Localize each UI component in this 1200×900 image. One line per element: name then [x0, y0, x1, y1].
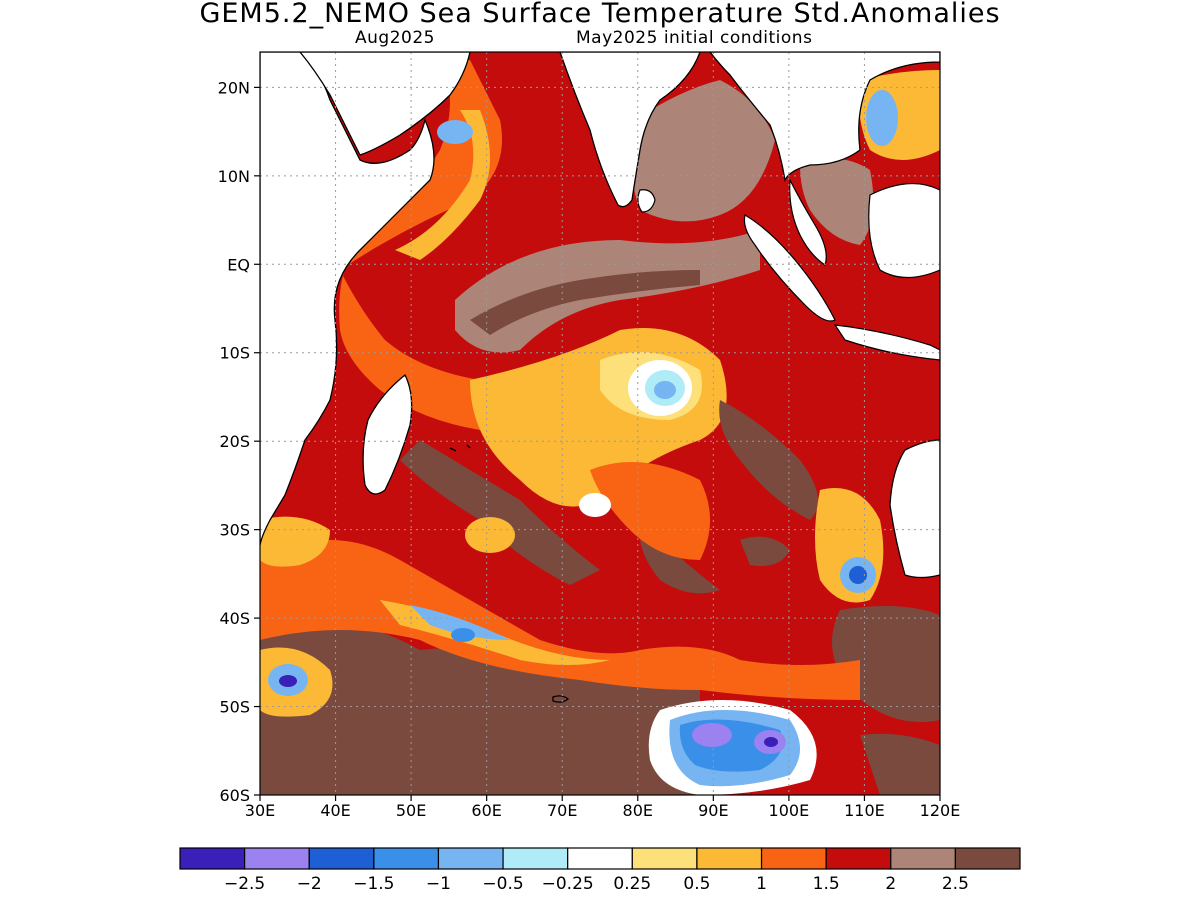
- java-land: [833, 324, 940, 361]
- forecast-month: Aug2025: [355, 28, 435, 48]
- field-blue-core: [451, 628, 475, 642]
- field-orange-patch: [590, 462, 710, 560]
- mauritius-island: [449, 447, 457, 452]
- field-sw-purple: [279, 675, 297, 687]
- gridlines: [260, 52, 940, 795]
- lon-tick-label: 50E: [396, 801, 426, 820]
- colorbar-swatch: [631, 847, 698, 870]
- lat-tick-label: 10S: [219, 344, 250, 363]
- colorbar-label: −0.25: [542, 874, 594, 894]
- lon-tick-label: 120E: [920, 801, 961, 820]
- field-scs-brown: [800, 158, 874, 245]
- lon-tick-label: 60E: [471, 801, 501, 820]
- colorbar-swatch: [502, 847, 569, 870]
- field-brown-streak2: [719, 400, 818, 520]
- field-blue-streak: [410, 605, 510, 640]
- colorbar-label: −1: [426, 874, 451, 894]
- field-se-brown2: [860, 733, 940, 795]
- land: [260, 52, 940, 703]
- lon-tick-label: 70E: [547, 801, 577, 820]
- lat-tick-label: 20N: [218, 78, 250, 97]
- plot-frame: [259, 51, 941, 796]
- colorbar-swatch: [890, 847, 956, 870]
- field-arabian-blue: [437, 120, 473, 144]
- field-brown-streak4: [740, 536, 790, 566]
- colorbar-swatch: [179, 847, 246, 870]
- malay-land: [789, 177, 827, 266]
- field-scs-blue: [866, 90, 898, 146]
- lat-tick-label: 30S: [219, 521, 250, 540]
- lat-tick-label: 10N: [218, 167, 250, 186]
- initial-conditions: May2025 initial conditions: [576, 28, 813, 48]
- lat-tick-label: 50S: [219, 698, 250, 717]
- colorbar-label: 1: [756, 874, 767, 894]
- field-brown-streak1: [400, 440, 600, 585]
- field-somali-yellow: [395, 110, 490, 260]
- field-wa-blue-core: [849, 566, 867, 584]
- lat-tick-label: 60S: [219, 786, 250, 805]
- lon-tick-label: 80E: [623, 801, 653, 820]
- lon-tick-label: 90E: [698, 801, 728, 820]
- lat-tick-label: EQ: [227, 255, 250, 274]
- sumatra-land: [743, 214, 836, 322]
- reunion-island: [466, 444, 471, 449]
- colorbar-swatch: [567, 847, 633, 870]
- lon-tick-label: 110E: [844, 801, 885, 820]
- madagascar-land: [362, 373, 413, 495]
- field-bengal-brown: [631, 80, 775, 222]
- colorbar-label: 0.5: [683, 874, 710, 894]
- kerguelen-island: [552, 695, 570, 703]
- lat-tick-label: 40S: [219, 609, 250, 628]
- srilanka-land: [637, 189, 656, 213]
- field-cold-violet1: [692, 723, 732, 747]
- borneo-land: [868, 182, 940, 279]
- field-yellow-spot: [465, 517, 515, 553]
- field-brown-streak3: [639, 520, 720, 594]
- africa-land: [260, 52, 435, 546]
- field-south-indian-brown: [380, 650, 650, 795]
- colorbar-label: 2: [885, 874, 896, 894]
- colorbar-swatch: [760, 847, 827, 870]
- field-white-spot1: [579, 493, 611, 517]
- india-land: [559, 52, 701, 208]
- colorbar-label: −2: [297, 874, 322, 894]
- arabia-land: [299, 52, 471, 156]
- latitude-axis: 20N 10N EQ 10S 20S 30S 40S 50S 60S: [218, 78, 260, 805]
- lon-tick-label: 40E: [320, 801, 350, 820]
- lon-tick-label: 100E: [769, 801, 810, 820]
- colorbar-swatch: [437, 847, 504, 870]
- colorbar: −2.5 −2 −1.5 −1 −0.5 −0.25 0.25 0.5 1 1.5 2 2.5: [179, 847, 1021, 894]
- field-sa-yellow: [260, 516, 330, 567]
- chart-title: GEM5.2_NEMO Sea Surface Temperature Std.…: [199, 0, 1001, 29]
- field-eq-tongue-dark: [470, 270, 700, 335]
- colorbar-label: 1.5: [813, 874, 840, 894]
- colorbar-swatch: [244, 847, 310, 870]
- lat-tick-label: 20S: [219, 432, 250, 451]
- colorbar-swatch: [825, 847, 892, 870]
- colorbar-swatch: [954, 847, 1021, 870]
- australia-land: [889, 439, 940, 579]
- lon-tick-label: 30E: [245, 801, 275, 820]
- field-cold-purple: [764, 737, 778, 747]
- colorbar-label: 2.5: [942, 874, 969, 894]
- colorbar-label: −0.5: [482, 874, 523, 894]
- colorbar-swatch: [373, 847, 440, 870]
- colorbar-swatch: [308, 847, 375, 870]
- seasia-land: [709, 52, 940, 183]
- field-central-blue: [654, 381, 676, 399]
- field-orange-belt: [260, 540, 860, 700]
- colorbar-label: −1.5: [353, 874, 394, 894]
- colorbar-label: 0.25: [613, 874, 651, 894]
- longitude-axis: 30E 40E 50E 60E 70E 80E 90E 100E 110E 120E: [245, 795, 961, 820]
- colorbar-label: −2.5: [224, 874, 265, 894]
- colorbar-swatch: [696, 847, 763, 870]
